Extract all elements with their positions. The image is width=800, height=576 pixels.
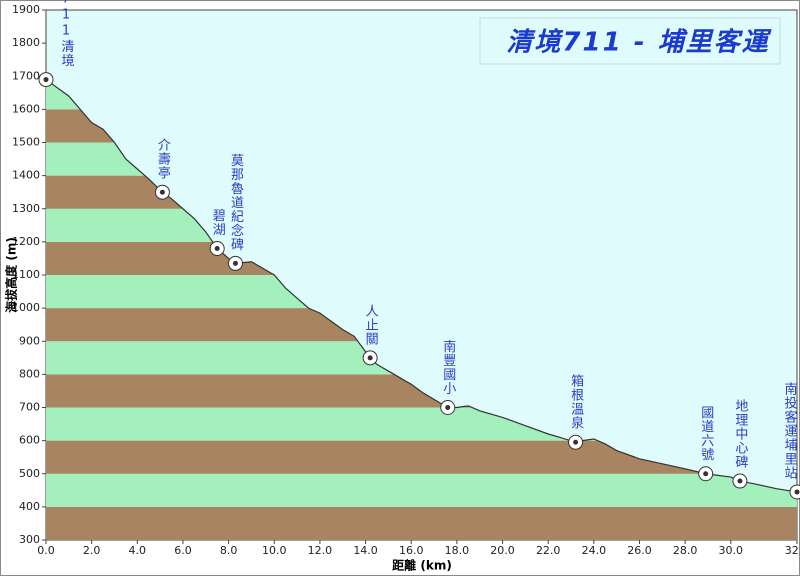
waypoint-label: 南豐國小 xyxy=(440,339,456,396)
title-box xyxy=(479,17,781,65)
y-tick-label: 500 xyxy=(19,467,40,480)
waypoint-icon xyxy=(43,77,49,83)
waypoint-label: 國道六號 xyxy=(698,406,714,462)
band xyxy=(46,473,797,507)
y-tick-label: 1600 xyxy=(12,102,40,115)
y-tick-label: 1200 xyxy=(12,235,40,248)
waypoint-label: 箱根溫泉 xyxy=(568,374,584,431)
x-tick-label: 6.0 xyxy=(174,544,192,557)
chart-title: 清境711 - 埔里客運 xyxy=(506,28,772,58)
waypoint-icon xyxy=(232,260,238,266)
waypoint-icon xyxy=(573,439,579,445)
waypoint-icon xyxy=(737,478,743,484)
y-tick-label: 1000 xyxy=(12,301,40,314)
x-tick-label: 4.0 xyxy=(129,544,147,557)
x-tick-label: 22.0 xyxy=(536,544,561,557)
waypoint-icon xyxy=(367,355,373,361)
y-tick-label: 1500 xyxy=(12,136,40,149)
y-axis-title: 海拔高度 (m) xyxy=(4,237,19,313)
y-tick-label: 1100 xyxy=(12,268,40,281)
x-tick-label: 18.0 xyxy=(445,544,470,557)
waypoint-icon xyxy=(214,246,220,251)
y-tick-label: 1700 xyxy=(12,69,40,82)
waypoint-icon xyxy=(794,489,800,495)
x-tick-label: 24.0 xyxy=(582,544,607,557)
x-tick-label: 10.0 xyxy=(262,544,287,557)
waypoint-label: 碧湖 xyxy=(210,209,226,237)
y-tick-label: 600 xyxy=(19,434,40,447)
x-tick-label: 12.0 xyxy=(308,544,333,557)
y-tick-label: 1400 xyxy=(12,169,40,182)
x-tick-label: 20.0 xyxy=(490,544,515,557)
x-tick-label: 32.9 xyxy=(785,544,800,557)
x-tick-label: 30.0 xyxy=(719,544,744,557)
y-tick-label: 900 xyxy=(19,334,40,347)
band xyxy=(46,506,797,540)
x-tick-label: 2.0 xyxy=(83,544,101,557)
waypoint-icon xyxy=(445,405,451,410)
waypoint-icon xyxy=(703,471,709,477)
x-tick-label: 28.0 xyxy=(673,544,698,557)
y-tick-label: 1800 xyxy=(12,36,40,49)
waypoint-label: 711清境 xyxy=(59,0,75,68)
y-tick-label: 700 xyxy=(19,401,40,414)
x-tick-label: 26.0 xyxy=(627,544,652,557)
x-tick-label: 14.0 xyxy=(353,544,378,557)
x-tick-label: 8.0 xyxy=(220,544,238,557)
waypoint-label: 莫那魯道紀念碑 xyxy=(228,153,244,251)
y-tick-label: 800 xyxy=(19,367,40,380)
waypoint-label: 人止關 xyxy=(363,304,379,346)
waypoint-label: 南投客運埔里站 xyxy=(782,381,798,480)
waypoint-label: 介壽亭 xyxy=(155,138,171,180)
y-tick-label: 300 xyxy=(19,533,40,546)
waypoint-icon xyxy=(159,189,165,195)
x-axis-title: 距離 (km) xyxy=(392,558,452,573)
y-tick-label: 1900 xyxy=(12,3,40,16)
x-tick-label: 0.0 xyxy=(37,544,55,557)
y-tick-label: 400 xyxy=(19,500,40,513)
waypoint-label: 地理中心碑 xyxy=(732,399,748,469)
y-tick-label: 1300 xyxy=(12,202,40,215)
x-tick-label: 16.0 xyxy=(399,544,424,557)
grid: 300 400 500 600 700 800 900 1000 1100 1200 1300 140… xyxy=(12,3,800,557)
